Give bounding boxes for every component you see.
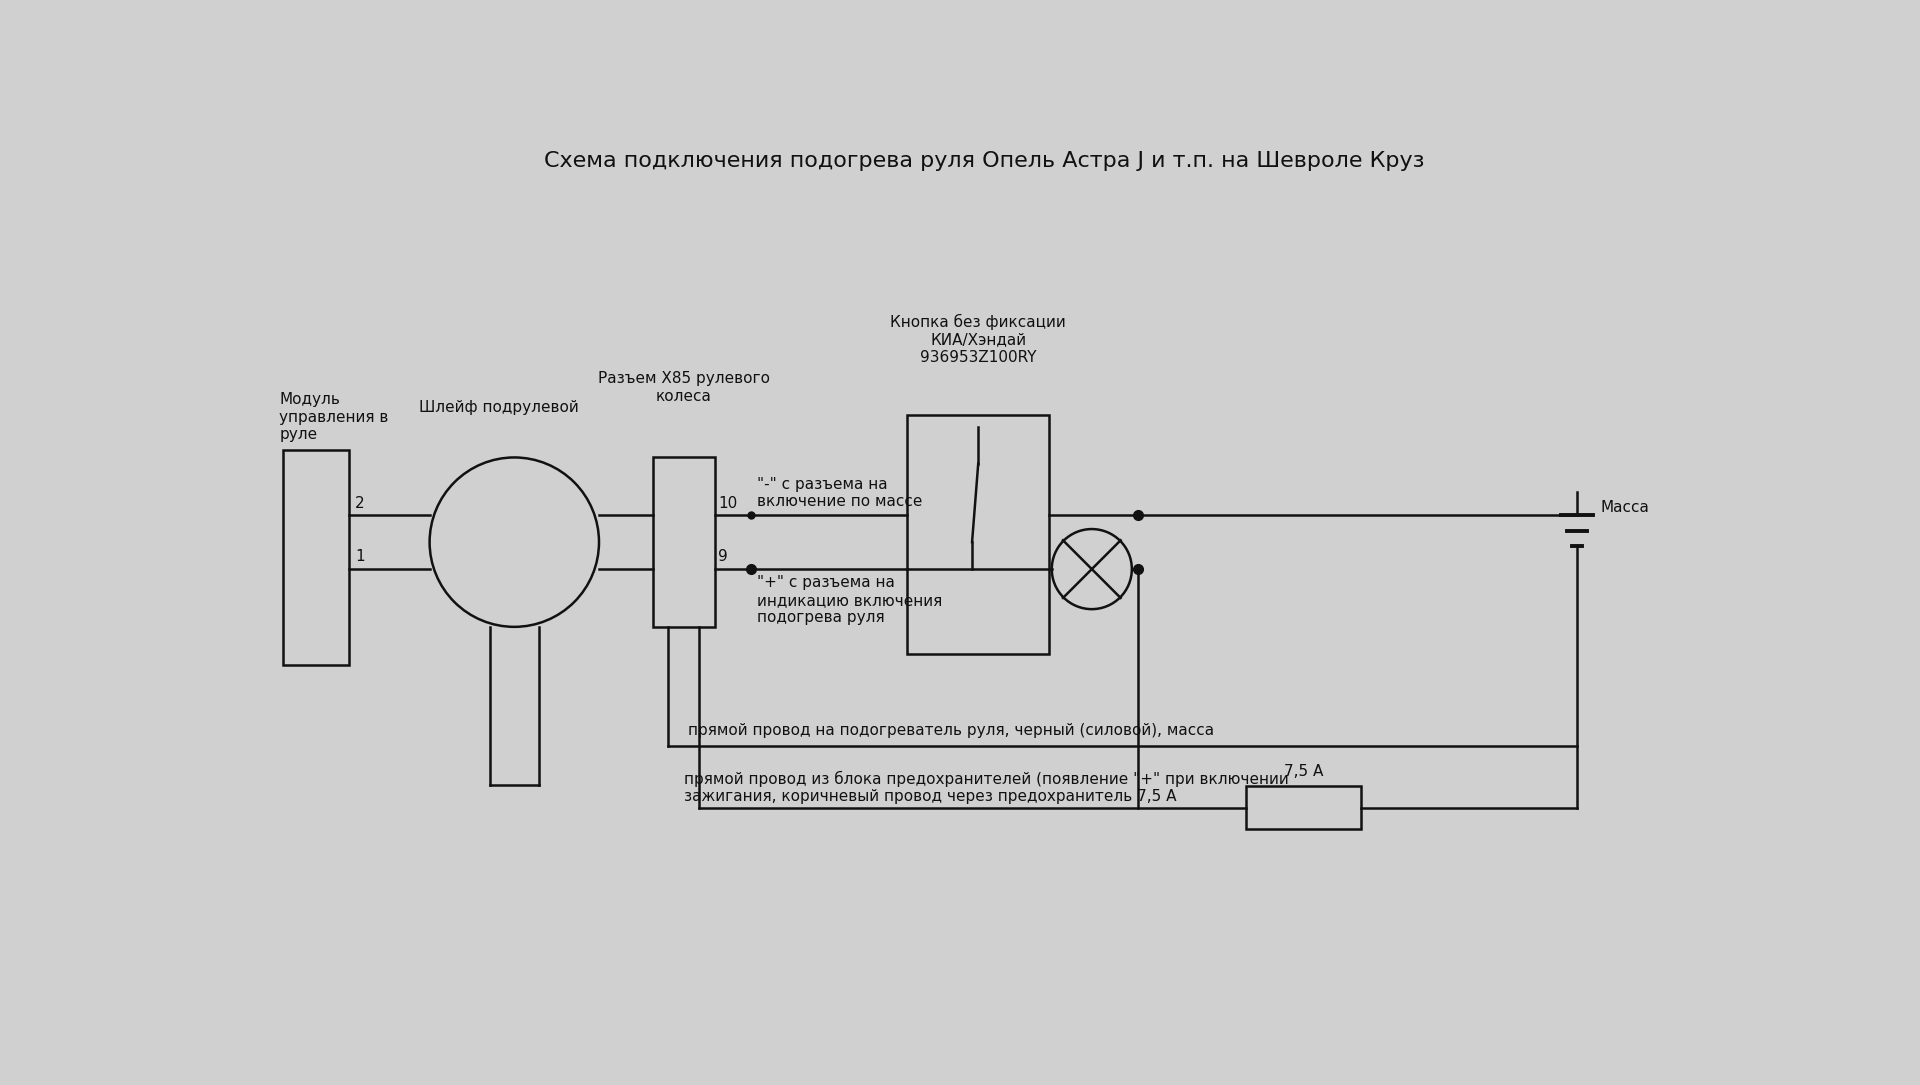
Text: прямой провод из блока предохранителей (появление "+" при включении
зажигания, к: прямой провод из блока предохранителей (… xyxy=(684,770,1288,804)
Text: "-" с разъема на
включение по массе: "-" с разъема на включение по массе xyxy=(756,476,922,509)
Text: прямой провод на подогреватель руля, черный (силовой), масса: прямой провод на подогреватель руля, чер… xyxy=(687,724,1213,739)
Text: 2: 2 xyxy=(355,496,365,511)
Text: 1: 1 xyxy=(355,549,365,564)
Bar xyxy=(284,450,349,665)
Text: "+" с разъема на
индикацию включения
подогрева руля: "+" с разъема на индикацию включения под… xyxy=(756,575,943,625)
Text: Разъем Х85 рулевого
колеса: Разъем Х85 рулевого колеса xyxy=(597,371,770,404)
Text: Шлейф подрулевой: Шлейф подрулевой xyxy=(419,400,578,416)
Bar xyxy=(1246,787,1361,829)
Text: 10: 10 xyxy=(718,496,737,511)
Bar xyxy=(906,416,1050,654)
Text: 9: 9 xyxy=(718,549,728,564)
Text: Кнопка без фиксации
КИА/Хэндай
936953Z100RY: Кнопка без фиксации КИА/Хэндай 936953Z10… xyxy=(891,314,1066,365)
Text: Схема подключения подогрева руля Опель Астра J и т.п. на Шевроле Круз: Схема подключения подогрева руля Опель А… xyxy=(543,151,1425,171)
Text: Модуль
управления в
руле: Модуль управления в руле xyxy=(280,393,390,442)
Text: Масса: Масса xyxy=(1599,500,1649,515)
Text: 7,5 А: 7,5 А xyxy=(1284,764,1323,779)
Bar xyxy=(653,458,714,627)
